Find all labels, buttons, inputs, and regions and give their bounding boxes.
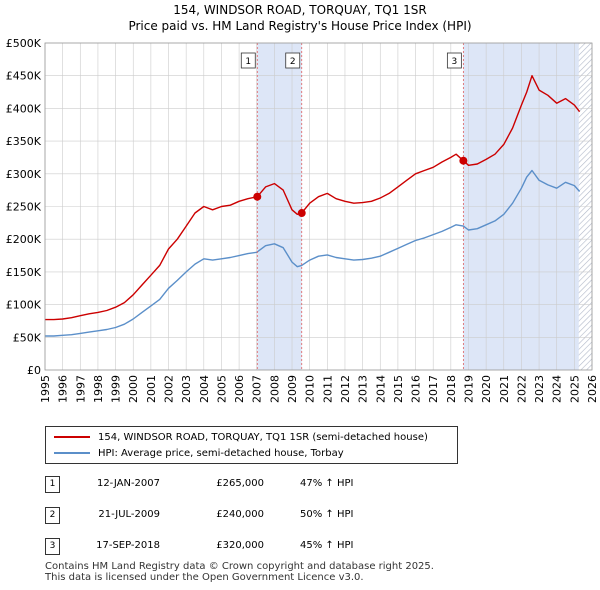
y-tick-label: £250K (6, 201, 42, 214)
y-tick-label: £0 (27, 364, 41, 377)
sale-number-label: 2 (290, 57, 296, 67)
sale-number-label: 1 (245, 57, 251, 67)
sale-number-box (285, 52, 301, 69)
y-tick-label: £200K (6, 233, 42, 246)
footer-attribution: Contains HM Land Registry data © Crown c… (45, 561, 434, 583)
x-tick-label: 1996 (57, 375, 70, 403)
transaction-number: 1 (45, 476, 60, 493)
y-tick-label: £50K (13, 331, 42, 344)
x-tick-label: 2005 (215, 375, 228, 403)
x-tick-label: 2003 (180, 375, 193, 403)
x-tick-label: 2015 (392, 375, 405, 403)
x-tick-label: 2010 (304, 375, 317, 403)
legend-swatch-hpi (54, 452, 90, 454)
x-tick-label: 2009 (286, 375, 299, 403)
x-tick-label: 2020 (480, 375, 493, 403)
x-tick-label: 2019 (462, 375, 475, 403)
plot-frame (44, 42, 593, 371)
price-chart: 1 2 3 £0 £50K £100K £150K £200K £250K £300K £350K… (6, 37, 599, 403)
x-tick-label: 2006 (233, 375, 246, 403)
transaction-price: £320,000 (216, 540, 264, 551)
transaction-hpi: 50% ↑ HPI (300, 509, 354, 520)
sale-point (297, 209, 306, 218)
x-tick-label: 1999 (110, 375, 123, 403)
x-tick-label: 1998 (92, 375, 105, 403)
x-tick-label: 2000 (127, 375, 140, 403)
transaction-number: 3 (45, 538, 60, 555)
transaction-date: 12-JAN-2007 (96, 478, 160, 489)
transaction-date: 17-SEP-2018 (96, 540, 160, 551)
transaction-number: 2 (45, 507, 60, 524)
chart-subtitle: Price paid vs. HM Land Registry's House … (128, 19, 472, 33)
x-tick-label: 2007 (251, 375, 264, 403)
sale-number-box (446, 52, 462, 69)
x-tick-label: 2025 (568, 375, 581, 403)
footer-line-1: Contains HM Land Registry data © Crown c… (45, 561, 434, 572)
sale-point (253, 192, 262, 201)
sale-number-label: 3 (451, 57, 457, 67)
y-tick-label: £400K (6, 102, 42, 115)
x-tick-label: 2012 (339, 375, 352, 403)
x-tick-label: 2014 (374, 375, 387, 403)
chart-title: 154, WINDSOR ROAD, TORQUAY, TQ1 1SR (173, 3, 427, 17)
x-tick-label: 1997 (74, 375, 87, 403)
y-tick-label: £350K (6, 135, 42, 148)
x-tick-label: 2004 (198, 375, 211, 403)
legend-item-hpi: HPI: Average price, semi-detached house,… (54, 446, 344, 460)
legend-label-hpi: HPI: Average price, semi-detached house,… (98, 447, 344, 459)
transaction-hpi: 47% ↑ HPI (300, 478, 354, 489)
footer-line-2: This data is licensed under the Open Gov… (45, 572, 364, 583)
x-tick-label: 2013 (357, 375, 370, 403)
x-tick-label: 2011 (321, 375, 334, 403)
y-tick-label: £500K (6, 37, 42, 50)
x-tick-label: 2024 (551, 375, 564, 403)
x-tick-label: 2016 (410, 375, 423, 403)
x-tick-label: 2002 (163, 375, 176, 403)
chart-legend: 154, WINDSOR ROAD, TORQUAY, TQ1 1SR (sem… (45, 426, 458, 464)
x-tick-label: 2023 (533, 375, 546, 403)
x-tick-label: 2018 (445, 375, 458, 403)
y-tick-label: £150K (6, 266, 42, 279)
transaction-hpi: 45% ↑ HPI (300, 540, 354, 551)
transaction-date: 21-JUL-2009 (98, 509, 160, 520)
x-tick-label: 2021 (498, 375, 511, 403)
y-tick-label: £450K (6, 70, 42, 83)
x-tick-label: 2026 (586, 375, 599, 403)
x-tick-label: 2001 (145, 375, 158, 403)
x-tick-label: 1995 (39, 375, 52, 403)
series-line-property (45, 74, 581, 321)
legend-label-property: 154, WINDSOR ROAD, TORQUAY, TQ1 1SR (sem… (98, 431, 428, 443)
transaction-price: £265,000 (216, 478, 264, 489)
y-tick-label: £100K (6, 299, 42, 312)
sale-number-box (240, 52, 256, 69)
x-tick-label: 2008 (268, 375, 281, 403)
legend-item-property: 154, WINDSOR ROAD, TORQUAY, TQ1 1SR (sem… (54, 430, 428, 444)
x-tick-label: 2017 (427, 375, 440, 403)
sale-point (459, 156, 468, 165)
y-tick-label: £300K (6, 168, 42, 181)
transaction-price: £240,000 (216, 509, 264, 520)
x-tick-label: 2022 (515, 375, 528, 403)
series-line-hpi (45, 169, 581, 337)
legend-swatch-property (54, 436, 90, 438)
